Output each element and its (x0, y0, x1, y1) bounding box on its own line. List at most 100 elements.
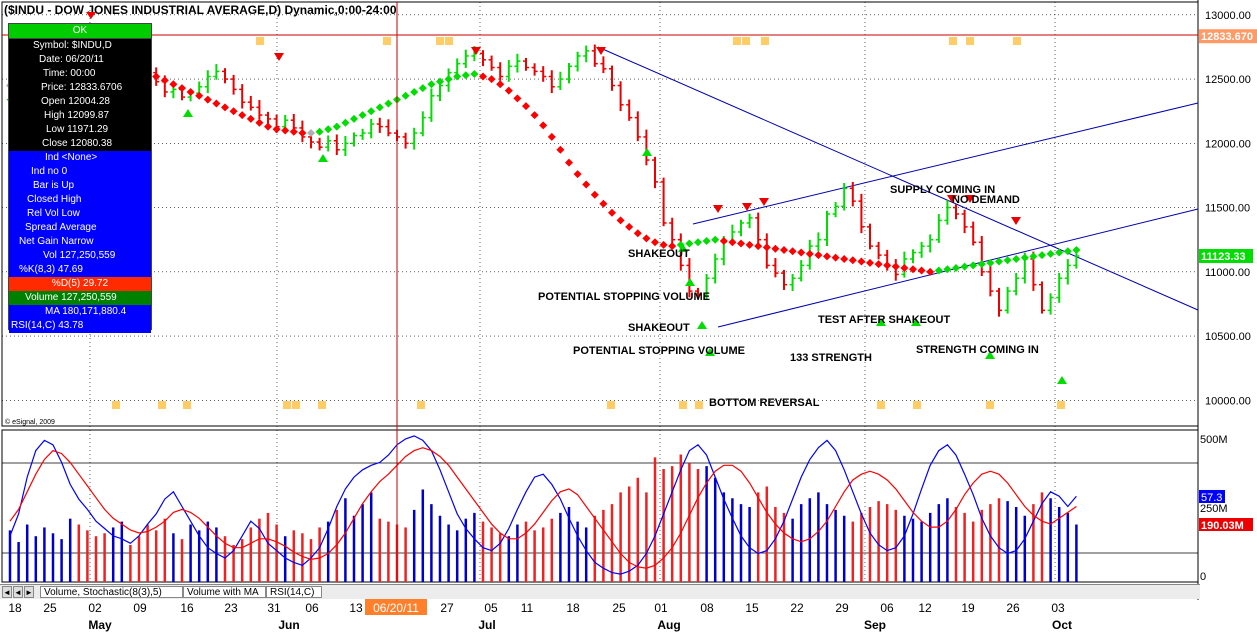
trend-dot (186, 87, 195, 96)
info-row: Open 12004.28 (41, 96, 110, 107)
price-axis: 13000.00 12500.00 12000.00 11500.00 11000.00… (1199, 10, 1257, 407)
trend-dot (891, 262, 900, 271)
trend-dot (840, 254, 849, 263)
trend-dot (711, 235, 720, 244)
annotation-label: SHAKEOUT (628, 322, 690, 334)
trend-dot (1038, 251, 1046, 260)
date-tick-label: 06 (880, 601, 894, 615)
trend-dot (375, 103, 384, 112)
trend-dot (307, 129, 315, 138)
date-tick-label: 12 (918, 601, 932, 615)
scroll-right-button[interactable]: ► (24, 586, 34, 598)
trend-dot (1046, 249, 1055, 258)
scroll-left-fast-button[interactable]: ◄ (13, 586, 23, 598)
tab-volume-with-ma[interactable]: Volume with MA (183, 586, 266, 598)
buy-arrow-icon (705, 348, 715, 356)
trend-dot (160, 76, 169, 85)
price-tick-label: 10000.00 (1205, 395, 1251, 407)
trend-dot (926, 267, 935, 276)
price-tick-label: 10500.00 (1205, 331, 1251, 343)
annotation-label: POTENTIAL STOPPING VOLUME (573, 345, 745, 357)
info-row: Symbol: $INDU,D (33, 40, 112, 51)
info-row: Close 12080.38 (42, 138, 113, 149)
trend-dot (762, 243, 771, 252)
date-tick-label: 03 (1051, 601, 1065, 615)
trend-dot (212, 99, 221, 108)
sell-arrow-icon (759, 198, 769, 206)
trend-dot (969, 261, 978, 270)
trend-dot (436, 77, 444, 86)
trend-dot (977, 260, 986, 269)
trend-dot (848, 256, 857, 265)
indicator-row: Spread Average (25, 222, 97, 233)
annotation-label: SHAKEOUT (628, 248, 690, 260)
buy-arrow-icon (678, 244, 688, 252)
volume-axis: 500M 250M 0 57.3 190.03M (1199, 434, 1253, 583)
trend-dot (1072, 245, 1081, 254)
date-tick-label: 31 (267, 601, 281, 615)
month-label: Jul (478, 618, 495, 632)
stoch-d-row: %D(5) 29.72 (9, 277, 151, 291)
trend-dot (616, 216, 625, 225)
signal-markers (112, 37, 1065, 409)
trend-dot (238, 111, 247, 120)
stoch-k-row: %K(8,3) 47.69 (9, 263, 151, 277)
highlight-date-label: 06/20/11 (373, 601, 419, 615)
trend-dot (917, 266, 926, 275)
stoch-d-line (9, 447, 1077, 569)
trend-dot (444, 75, 453, 84)
date-tick-label: 06 (305, 601, 319, 615)
annotation-label: POTENTIAL STOPPING VOLUME (538, 291, 710, 303)
trend-dot (229, 107, 238, 116)
trend-dot (909, 265, 917, 274)
tab-volume-stochastic[interactable]: Volume, Stochastic(8(3),5) (40, 586, 183, 598)
buy-arrow-icon (697, 321, 707, 329)
date-tick-label: 27 (440, 601, 454, 615)
trend-dot (246, 114, 255, 123)
trend-dot (857, 257, 866, 266)
buy-arrow-icon (642, 148, 652, 156)
sell-arrow-icon (742, 203, 752, 211)
signal-marker (1013, 37, 1021, 45)
trend-dot (633, 229, 642, 238)
trend-dot (453, 72, 462, 81)
trend-dot (642, 234, 651, 243)
annotation-label: NO DEMAND (952, 194, 1020, 206)
cursor-info-panel: OK Symbol: $INDU,D Date: 06/20/11 Time: 00… (8, 23, 152, 333)
signal-marker (283, 401, 291, 409)
trend-dot (281, 126, 290, 135)
trend-dot (831, 253, 840, 262)
last-price-label: 11123.33 (1201, 251, 1246, 263)
trend-dot (582, 180, 591, 189)
sell-arrow-icon (1011, 217, 1021, 225)
last-price-box (1199, 248, 1253, 263)
scroll-left-button[interactable]: ◄ (2, 586, 12, 598)
k-last-box (1199, 490, 1225, 503)
copyright-text: © eSignal, 2009 (5, 418, 55, 426)
buy-arrow-icon (911, 318, 921, 326)
trend-dot (874, 260, 883, 269)
price-tick-label: 13000.00 (1205, 10, 1251, 22)
trend-dot (324, 125, 333, 134)
ok-button[interactable]: OK (9, 24, 151, 39)
trend-dot (539, 121, 548, 130)
trend-dot (823, 252, 831, 261)
trend-dot (221, 103, 229, 112)
trend-dot (900, 263, 909, 272)
date-tick-label: 18 (566, 601, 580, 615)
trend-dot (986, 258, 995, 267)
stochastic-lines (9, 435, 1077, 575)
trend-dot (788, 247, 797, 256)
trend-dot (694, 238, 702, 247)
buy-arrow-icon (183, 109, 193, 117)
trend-dot (513, 94, 522, 103)
tab-rsi[interactable]: RSI(14,C) (266, 586, 322, 598)
trend-dot (754, 242, 763, 251)
trend-dot (573, 170, 582, 179)
trend-dot (866, 258, 874, 267)
trend-dot (685, 239, 694, 248)
trend-dot (934, 266, 943, 275)
trend-dot (522, 102, 530, 111)
sell-arrow-icon (596, 47, 606, 55)
